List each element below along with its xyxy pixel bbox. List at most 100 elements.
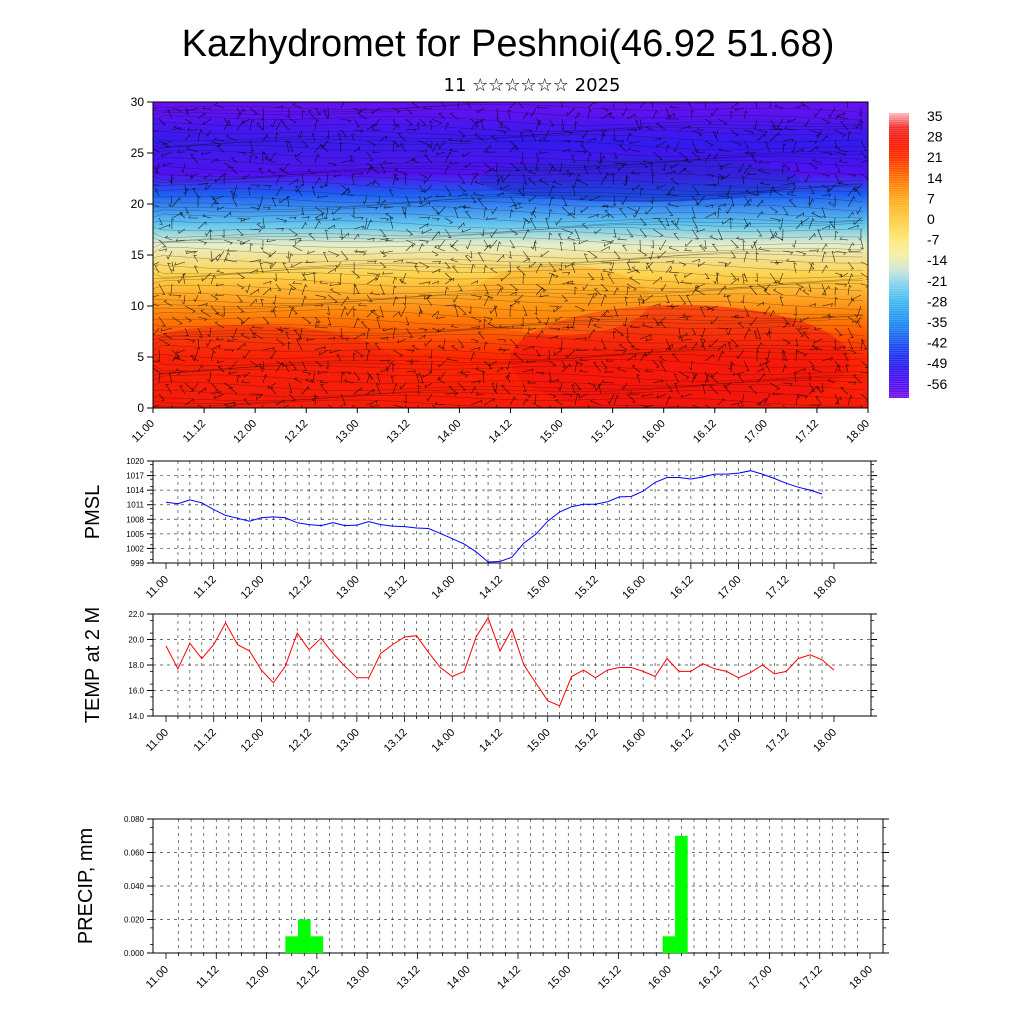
wind-barb bbox=[659, 361, 667, 373]
wind-barb bbox=[210, 382, 219, 392]
wind-barb bbox=[243, 398, 251, 406]
wind-barb bbox=[496, 118, 503, 128]
wind-barb bbox=[709, 338, 719, 348]
wind-barb bbox=[241, 316, 251, 325]
wind-barb bbox=[353, 349, 364, 358]
wind-barb bbox=[197, 303, 208, 307]
wind-barb bbox=[418, 150, 428, 154]
wind-barb bbox=[600, 239, 614, 245]
wind-barb bbox=[756, 373, 766, 384]
wind-barb bbox=[782, 382, 793, 387]
wind-barb bbox=[206, 129, 212, 137]
wind-barb bbox=[262, 184, 272, 189]
wind-barb bbox=[483, 318, 487, 329]
wind-barb bbox=[696, 195, 706, 206]
contour-line bbox=[153, 227, 864, 238]
wind-barb bbox=[392, 296, 398, 307]
wind-barb bbox=[808, 233, 816, 241]
wind-barb bbox=[656, 316, 667, 325]
wind-barb bbox=[831, 251, 836, 263]
wind-barb bbox=[346, 305, 355, 316]
wind-barb bbox=[548, 165, 555, 175]
wind-barb bbox=[295, 184, 303, 193]
wind-barb bbox=[444, 286, 449, 296]
wind-barb bbox=[355, 249, 368, 253]
wind-barb bbox=[572, 184, 576, 197]
wind-barb bbox=[381, 250, 394, 254]
wind-barb bbox=[329, 349, 342, 354]
wind-barb bbox=[429, 120, 433, 131]
wind-barb bbox=[689, 360, 693, 371]
wind-barb bbox=[353, 146, 360, 153]
wind-barb bbox=[158, 239, 167, 248]
wind-barb bbox=[190, 354, 199, 362]
wind-barb bbox=[154, 265, 160, 274]
y-tick-label: 30 bbox=[131, 95, 145, 109]
wind-barb bbox=[444, 393, 458, 397]
wind-barb bbox=[339, 228, 343, 239]
wind-barb bbox=[327, 268, 336, 274]
wind-barb bbox=[260, 298, 264, 307]
wind-barb bbox=[353, 317, 360, 329]
wind-barb bbox=[795, 349, 808, 357]
wind-barb bbox=[470, 347, 481, 351]
wind-barb bbox=[457, 382, 467, 391]
wind-barb bbox=[486, 149, 498, 153]
wind-barb bbox=[288, 287, 294, 296]
wind-barb bbox=[153, 294, 160, 298]
wind-barb bbox=[197, 239, 208, 245]
wind-barb bbox=[470, 380, 481, 384]
wind-barb bbox=[643, 294, 654, 303]
wind-barb bbox=[600, 245, 610, 252]
wind-barb bbox=[566, 281, 576, 285]
wind-barb bbox=[612, 195, 616, 207]
wind-barb bbox=[710, 376, 719, 384]
wind-barb bbox=[457, 129, 466, 138]
wind-barb bbox=[418, 195, 423, 205]
wind-barb bbox=[743, 251, 749, 263]
wind-barb bbox=[598, 383, 602, 395]
wind-barb bbox=[301, 109, 306, 120]
temp-x-tick-label: 12.12 bbox=[286, 727, 314, 755]
wind-barb bbox=[856, 320, 862, 329]
wind-barb bbox=[748, 285, 758, 296]
contour-line bbox=[153, 277, 864, 290]
wind-barb bbox=[756, 210, 764, 219]
wind-barb bbox=[379, 336, 389, 341]
wind-barb bbox=[678, 316, 689, 321]
wind-barb bbox=[242, 173, 251, 180]
wind-barb bbox=[737, 322, 745, 329]
wind-barb bbox=[197, 129, 203, 142]
wind-barb bbox=[275, 105, 284, 109]
wind-barb bbox=[582, 283, 589, 291]
wind-barb bbox=[678, 332, 688, 340]
wind-barb bbox=[613, 287, 620, 296]
wind-barb bbox=[574, 305, 585, 312]
wind-barb bbox=[756, 228, 763, 237]
wind-barb bbox=[288, 237, 302, 242]
chart-subtitle: 11 ☆☆☆☆☆☆ 2025 bbox=[444, 75, 621, 96]
wind-barb bbox=[548, 195, 555, 208]
wind-barb bbox=[847, 316, 856, 323]
wind-barb bbox=[742, 240, 746, 252]
temp-x-tick-label: 11.12 bbox=[191, 727, 218, 754]
wind-barb bbox=[416, 122, 421, 131]
wind-barb bbox=[578, 393, 589, 399]
pmsl-x-tick-label: 15.12 bbox=[573, 574, 601, 602]
wind-barb bbox=[847, 284, 852, 296]
wind-barb bbox=[509, 202, 521, 208]
contour-line bbox=[153, 272, 864, 285]
contour-line bbox=[153, 359, 864, 372]
wind-barb bbox=[554, 399, 563, 406]
wind-barb bbox=[665, 170, 676, 175]
wind-barb bbox=[362, 195, 368, 205]
temp-x-tick-label: 11.00 bbox=[144, 727, 171, 754]
wind-barb bbox=[249, 119, 255, 131]
wind-barb bbox=[317, 370, 329, 374]
wind-barb bbox=[450, 323, 459, 329]
wind-barb bbox=[652, 360, 660, 368]
wind-barb bbox=[418, 118, 427, 126]
wind-barb bbox=[758, 168, 771, 175]
wind-barb bbox=[197, 112, 206, 120]
wind-barb bbox=[772, 288, 784, 296]
